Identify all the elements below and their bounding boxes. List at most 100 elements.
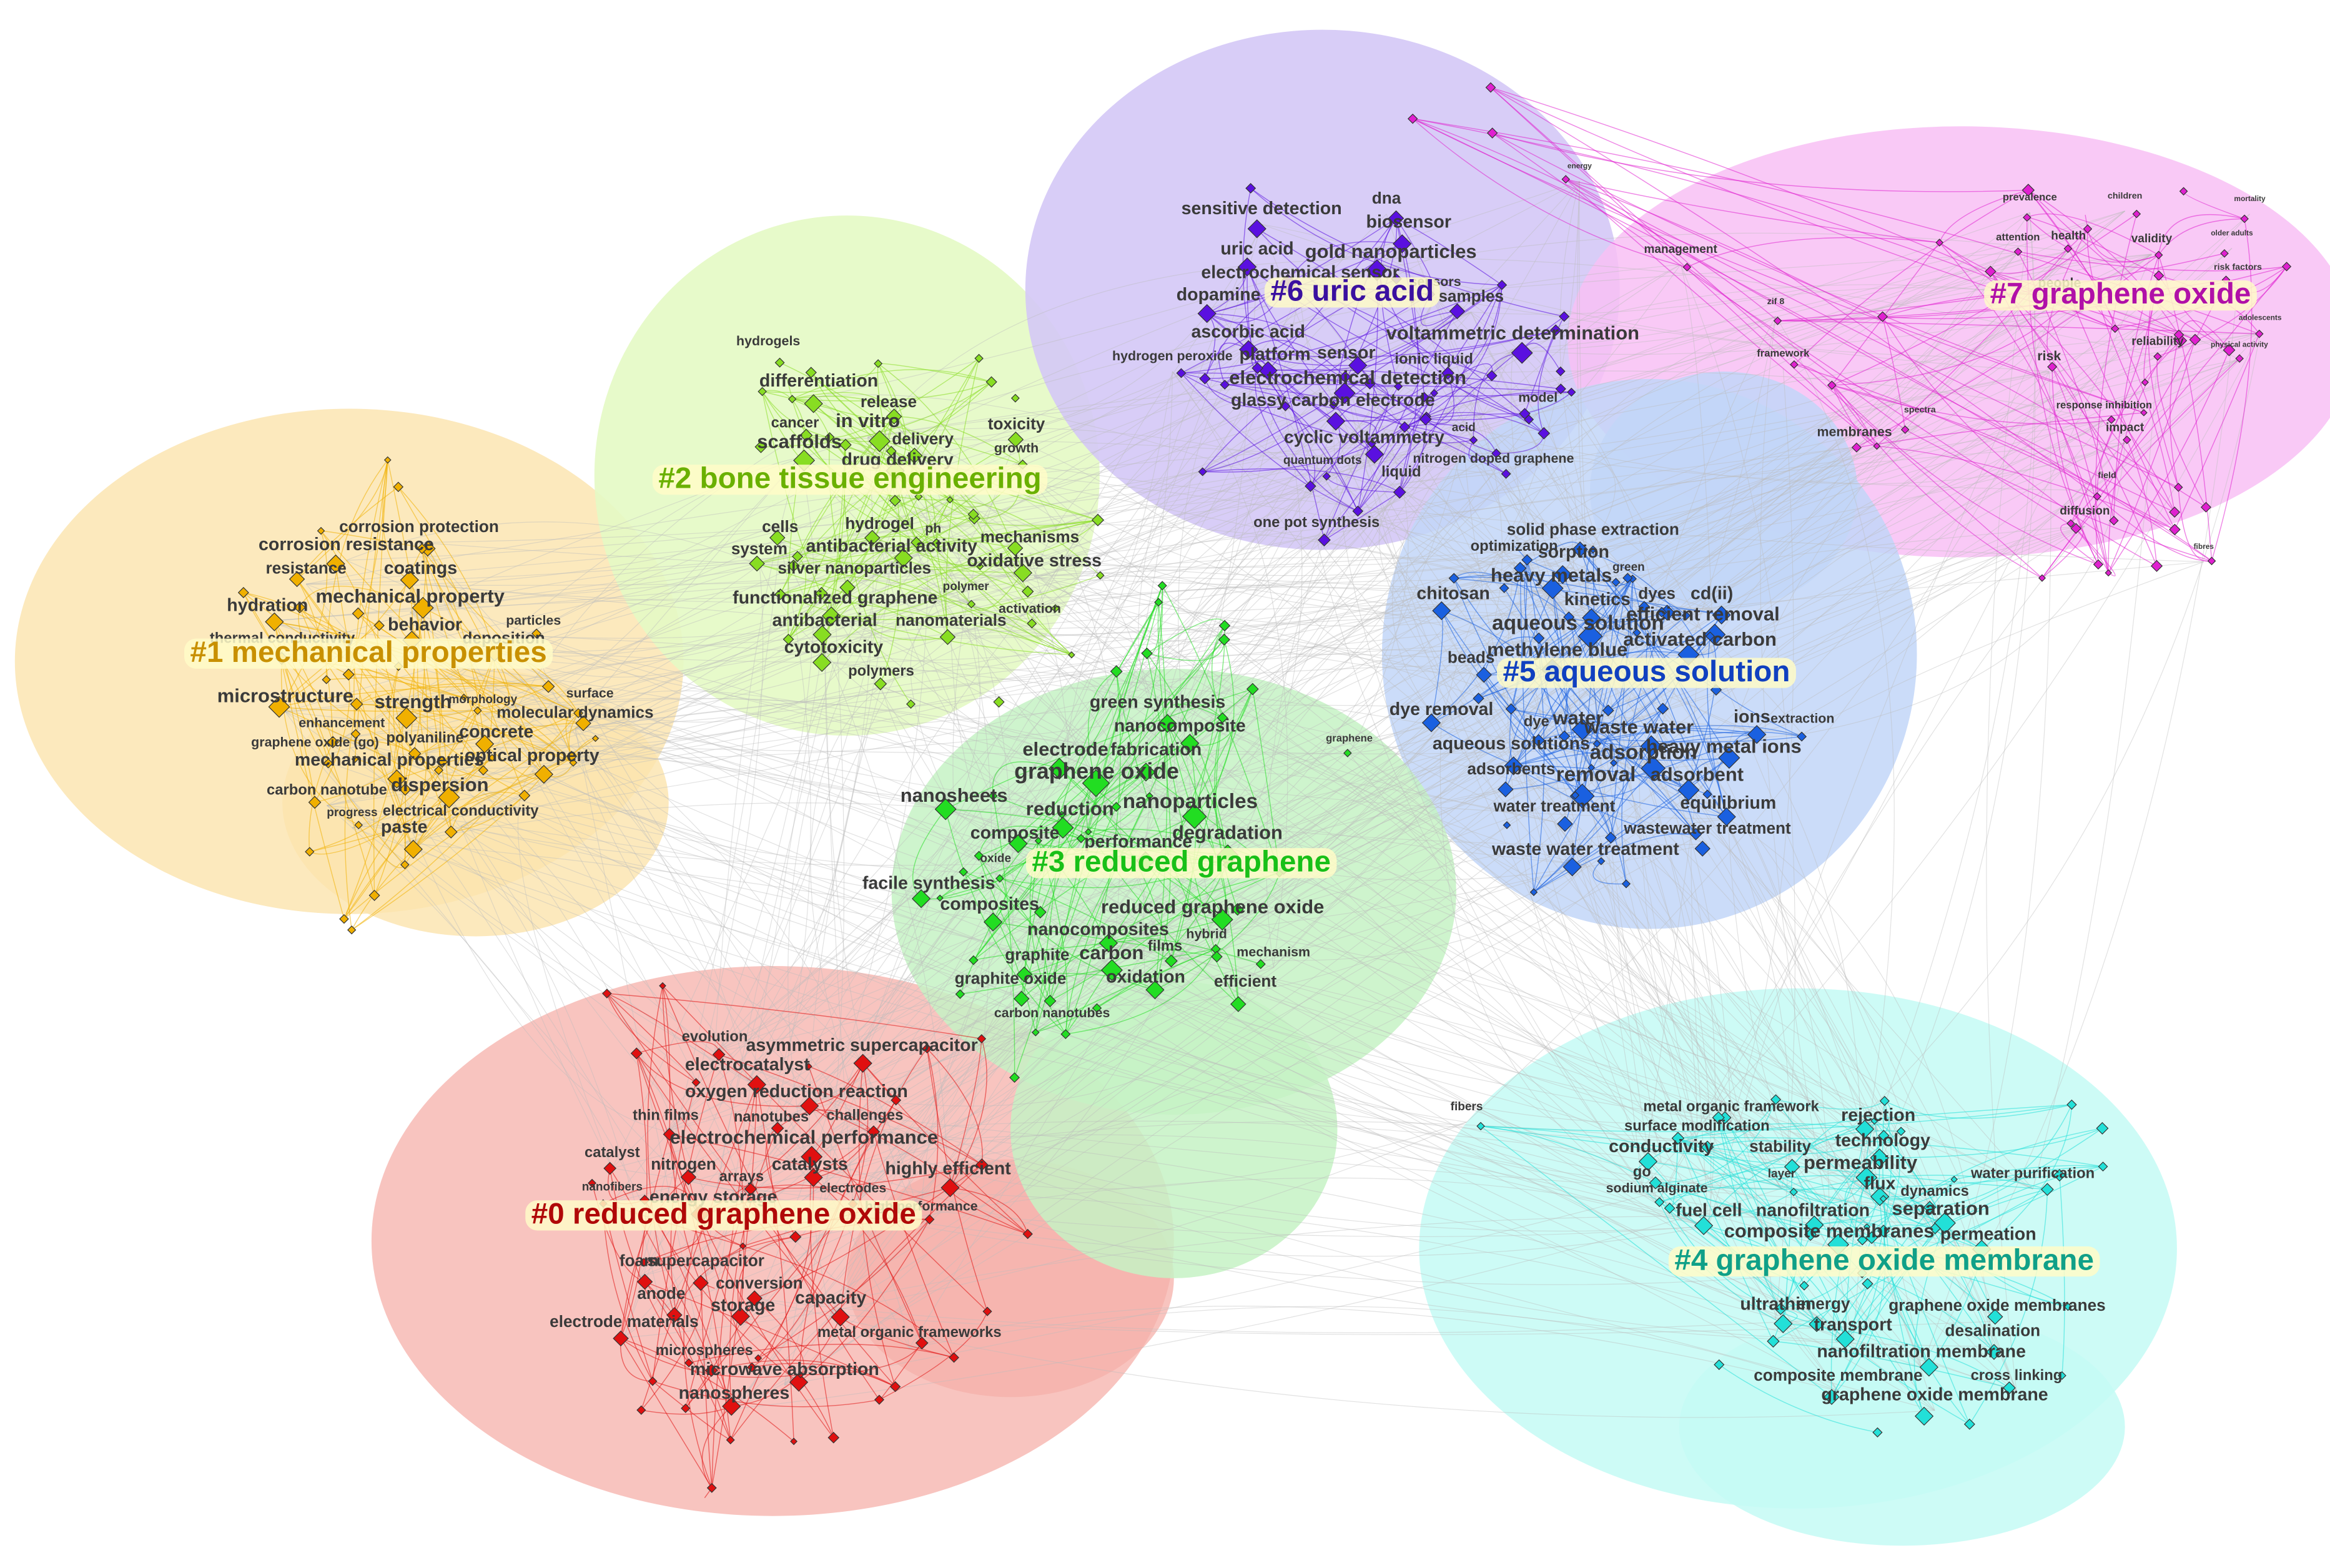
- cluster-label-bg: [1496, 658, 1796, 688]
- edge: [1412, 118, 1687, 268]
- edge: [1481, 1125, 1656, 1183]
- node: [1602, 704, 1614, 717]
- cluster-label-bg: [1264, 277, 1440, 308]
- edge: [1390, 267, 1574, 568]
- edge: [1511, 708, 1664, 726]
- node: [1638, 601, 1651, 613]
- edge: [831, 496, 919, 616]
- keyword: storage: [711, 1296, 775, 1316]
- node: [352, 607, 365, 620]
- edge: [1554, 821, 1922, 1368]
- node: [2141, 378, 2149, 387]
- edge: [999, 585, 1163, 879]
- node: [2169, 506, 2181, 518]
- edge: [1165, 446, 1855, 962]
- keyword: wastewater treatment: [1623, 819, 1791, 837]
- node: [666, 1307, 683, 1323]
- edge: [1794, 189, 2029, 365]
- keyword: liquid: [1381, 463, 1421, 480]
- edge: [413, 698, 1157, 766]
- edge: [1345, 284, 1503, 378]
- edge: [1408, 237, 1729, 819]
- node: [1705, 631, 1715, 641]
- edge: [847, 518, 975, 588]
- node: [2200, 501, 2211, 513]
- edge: [780, 594, 1072, 656]
- edge: [1441, 316, 1776, 726]
- edge: [792, 369, 992, 400]
- node: [1529, 888, 1538, 896]
- node: [2107, 415, 2116, 424]
- background-edges: [267, 180, 2261, 1418]
- edge: [1138, 639, 1579, 858]
- node: [1211, 950, 1223, 963]
- node: [1009, 1072, 1020, 1083]
- edge: [439, 457, 800, 802]
- edge: [1773, 1341, 2010, 1389]
- node: [1877, 1225, 1890, 1238]
- edge: [1180, 373, 1358, 512]
- node: [1305, 480, 1316, 492]
- edge: [636, 1053, 810, 1107]
- keyword: methylene blue: [1487, 639, 1627, 661]
- node: [754, 1354, 763, 1363]
- node: [911, 889, 931, 909]
- node: [949, 1352, 959, 1363]
- node: [2013, 247, 2023, 256]
- node: [792, 551, 803, 563]
- edge: [973, 942, 1109, 961]
- edge: [1069, 425, 1920, 826]
- edge: [1370, 383, 1389, 444]
- edge: [267, 621, 1824, 1321]
- keyword: membranes: [1817, 424, 1892, 439]
- node: [322, 675, 331, 684]
- node: [746, 1290, 763, 1306]
- edge: [714, 282, 2238, 1053]
- edge: [954, 811, 1935, 1411]
- keyword: reliability: [2131, 335, 2184, 348]
- edge: [280, 658, 359, 826]
- edge: [864, 1028, 1052, 1132]
- node: [967, 599, 976, 609]
- edge: [309, 737, 596, 852]
- edge: [314, 710, 478, 803]
- keyword: cyclic voltammetry: [1284, 428, 1444, 448]
- edge: [831, 548, 1016, 618]
- node: [1664, 1202, 1676, 1214]
- node: [815, 586, 828, 600]
- edge: [877, 363, 949, 638]
- node: [412, 596, 434, 619]
- edge: [460, 826, 1138, 866]
- edge: [1322, 332, 2261, 476]
- edge: [754, 1298, 804, 1375]
- node: [1230, 996, 1246, 1012]
- edge: [813, 1177, 922, 1343]
- keyword: electrode: [1022, 738, 1108, 760]
- edge: [878, 363, 992, 383]
- keyword: graphite: [1005, 945, 1069, 964]
- edge: [1227, 443, 1464, 849]
- keyword: fibers: [1451, 1100, 1483, 1113]
- edge: [388, 776, 666, 1132]
- edge: [1471, 673, 1922, 1368]
- edge: [759, 565, 1070, 826]
- keyword: impact: [2106, 421, 2145, 434]
- edge: [451, 774, 545, 833]
- node: [2150, 560, 2163, 572]
- node: [967, 508, 979, 520]
- node: [1165, 954, 1178, 968]
- edge: [867, 224, 1262, 440]
- node: [787, 395, 797, 403]
- cluster-label: #0 reduced graphene oxide: [531, 1197, 916, 1230]
- node: [1476, 666, 1492, 683]
- node: [1246, 683, 1259, 696]
- node: [985, 376, 997, 388]
- edge: [808, 1066, 982, 1165]
- edge: [1699, 214, 2250, 656]
- node: [1592, 739, 1601, 748]
- edge: [665, 370, 1276, 1132]
- node: [400, 860, 410, 870]
- edge: [950, 332, 2261, 637]
- node: [1154, 598, 1163, 607]
- edge: [881, 686, 1158, 748]
